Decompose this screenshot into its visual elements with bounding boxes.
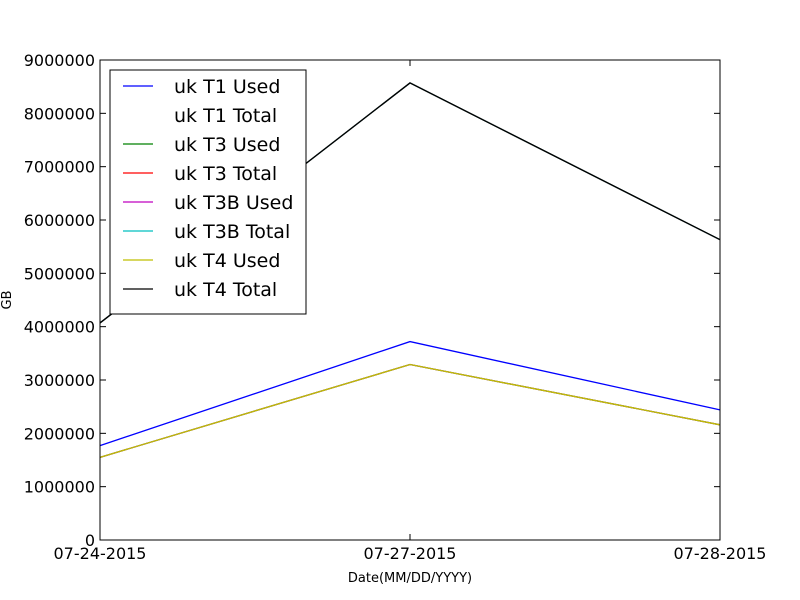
y-tick-label-4: 4000000 — [24, 318, 95, 337]
y-tick-label-8: 8000000 — [24, 104, 95, 123]
x-tick-label-0: 07-24-2015 — [54, 544, 147, 563]
y-tick-label-7: 7000000 — [24, 158, 95, 177]
x-tick-label-2: 07-28-2015 — [674, 544, 767, 563]
y-tick-label-2: 2000000 — [24, 424, 95, 443]
y-tick-label-1: 1000000 — [24, 478, 95, 497]
legend-box — [109, 69, 307, 315]
legend: uk T1 Used uk T1 Total uk T3 Used uk T3 Tot… — [109, 69, 307, 315]
series-line-4 — [99, 363, 721, 458]
y-tick-label-0: 0 — [85, 531, 95, 550]
series-line-2 — [99, 363, 721, 458]
legend-label-5: uk T3B Total — [174, 221, 290, 243]
legend-label-0: uk T1 Used — [174, 76, 280, 98]
y-tick-label-6: 6000000 — [24, 211, 95, 230]
series-line-0 — [99, 340, 721, 447]
x-tick-label-1: 07-27-2015 — [364, 544, 457, 563]
y-tick-label-9: 9000000 — [24, 51, 95, 70]
y-axis-label: GB — [0, 291, 15, 310]
legend-label-1: uk T1 Total — [174, 105, 277, 127]
legend-label-3: uk T3 Total — [174, 163, 277, 185]
tick-layer: 0 1000000 2000000 3000000 4000000 5000000 6000… — [24, 51, 767, 563]
legend-label-7: uk T4 Total — [174, 279, 277, 301]
legend-label-6: uk T4 Used — [174, 250, 280, 272]
series-line-6 — [99, 363, 721, 458]
x-axis-label: Date(MM/DD/YYYY) — [348, 571, 472, 586]
legend-label-4: uk T3B Used — [174, 192, 293, 214]
y-tick-label-3: 3000000 — [24, 371, 95, 390]
legend-label-2: uk T3 Used — [174, 134, 280, 156]
y-tick-label-5: 5000000 — [24, 264, 95, 283]
